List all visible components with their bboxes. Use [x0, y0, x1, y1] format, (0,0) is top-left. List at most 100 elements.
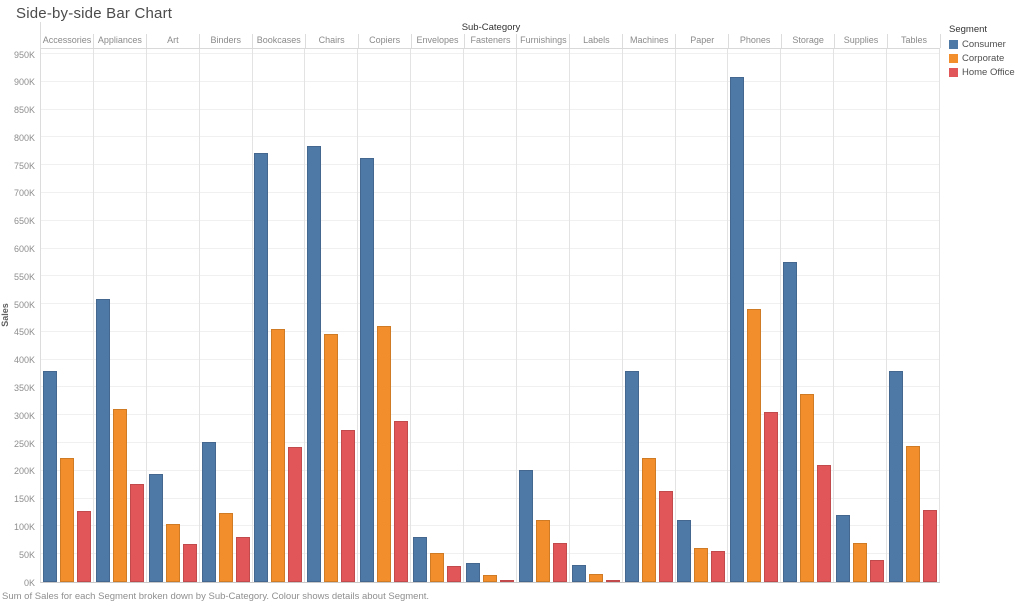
bar-consumer-supplies[interactable]	[836, 515, 851, 582]
bar-consumer-binders[interactable]	[201, 442, 216, 582]
column-header-furnishings[interactable]: Furnishings	[517, 34, 571, 48]
bar-corporate-fasteners[interactable]	[482, 575, 497, 582]
column-header-binders[interactable]: Binders	[200, 34, 253, 48]
y-tick-label-550K: 550K	[13, 271, 35, 282]
panel-labels	[570, 49, 623, 582]
bar-home-office-paper[interactable]	[711, 551, 726, 582]
bar-home-office-furnishings[interactable]	[552, 543, 567, 582]
column-header-accessories[interactable]: Accessories	[41, 34, 94, 48]
bar-home-office-storage[interactable]	[817, 465, 832, 582]
bar-home-office-chairs[interactable]	[341, 430, 356, 582]
legend: Segment Consumer Corporate Home Office	[949, 24, 1023, 81]
bar-home-office-appliances[interactable]	[129, 484, 144, 582]
bar-corporate-appliances[interactable]	[112, 409, 127, 582]
bar-corporate-art[interactable]	[165, 524, 180, 582]
bar-consumer-paper[interactable]	[677, 520, 692, 582]
column-header-art[interactable]: Art	[147, 34, 200, 48]
legend-title: Segment	[949, 24, 988, 35]
bar-corporate-supplies[interactable]	[853, 543, 868, 582]
panel-bookcases	[253, 49, 306, 582]
bar-consumer-accessories[interactable]	[42, 371, 57, 582]
y-tick-label-650K: 650K	[13, 216, 35, 227]
bar-corporate-accessories[interactable]	[59, 458, 74, 582]
chart-title: Side-by-side Bar Chart	[16, 5, 173, 22]
bar-consumer-envelopes[interactable]	[413, 537, 428, 582]
bar-corporate-copiers[interactable]	[377, 326, 392, 582]
bar-home-office-supplies[interactable]	[870, 560, 885, 582]
bar-home-office-machines[interactable]	[658, 491, 673, 582]
legend-item-corporate[interactable]: Corporate	[949, 53, 1023, 64]
gridline-150K	[41, 497, 940, 499]
bar-consumer-appliances[interactable]	[95, 299, 110, 582]
bar-consumer-labels[interactable]	[571, 565, 586, 582]
column-header-supplies[interactable]: Supplies	[835, 34, 888, 48]
gridline-650K	[41, 219, 940, 221]
column-header-paper[interactable]: Paper	[676, 34, 730, 48]
panel-art	[147, 49, 200, 582]
bar-home-office-labels[interactable]	[605, 580, 620, 582]
bar-home-office-art[interactable]	[182, 544, 197, 582]
column-header-envelopes[interactable]: Envelopes	[412, 34, 465, 48]
legend-items: Consumer Corporate Home Office	[949, 39, 1023, 78]
y-tick-label-300K: 300K	[13, 410, 35, 421]
bar-consumer-storage[interactable]	[783, 262, 798, 582]
bar-consumer-chairs[interactable]	[307, 146, 322, 582]
bar-corporate-binders[interactable]	[218, 513, 233, 582]
chart-caption: Sum of Sales for each Segment broken dow…	[2, 591, 430, 602]
column-header-fasteners[interactable]: Fasteners	[465, 34, 518, 48]
panel-chairs	[305, 49, 359, 582]
bar-home-office-phones[interactable]	[764, 412, 779, 582]
y-tick-label-850K: 850K	[13, 105, 35, 116]
column-header-bookcases[interactable]: Bookcases	[253, 34, 306, 48]
panel-supplies	[834, 49, 887, 582]
bar-consumer-tables[interactable]	[888, 371, 903, 582]
column-header-chairs[interactable]: Chairs	[306, 34, 359, 48]
y-tick-label-100K: 100K	[13, 521, 35, 532]
bar-corporate-furnishings[interactable]	[535, 520, 550, 582]
bar-corporate-paper[interactable]	[694, 548, 709, 582]
plot-area	[40, 48, 940, 583]
legend-item-home-office[interactable]: Home Office	[949, 67, 1023, 78]
bar-corporate-chairs[interactable]	[324, 334, 339, 582]
bar-consumer-furnishings[interactable]	[518, 470, 533, 582]
bar-home-office-envelopes[interactable]	[447, 566, 462, 582]
column-header-phones[interactable]: Phones	[729, 34, 783, 48]
x-axis-field-label: Sub-Category	[461, 22, 521, 33]
gridline-300K	[41, 414, 940, 416]
bar-corporate-tables[interactable]	[905, 446, 920, 582]
bar-corporate-labels[interactable]	[588, 574, 603, 582]
bar-home-office-accessories[interactable]	[76, 511, 91, 582]
column-header-copiers[interactable]: Copiers	[359, 34, 412, 48]
gridline-900K	[41, 80, 940, 82]
bar-consumer-copiers[interactable]	[360, 158, 375, 582]
bar-consumer-fasteners[interactable]	[465, 563, 480, 582]
bar-home-office-bookcases[interactable]	[288, 447, 303, 582]
y-tick-label-900K: 900K	[13, 77, 35, 88]
bar-home-office-fasteners[interactable]	[499, 580, 514, 582]
column-header-tables[interactable]: Tables	[888, 34, 941, 48]
y-tick-label-800K: 800K	[13, 132, 35, 143]
bar-consumer-art[interactable]	[148, 474, 163, 582]
bar-corporate-envelopes[interactable]	[430, 553, 445, 582]
column-header-storage[interactable]: Storage	[782, 34, 836, 48]
column-header-machines[interactable]: Machines	[623, 34, 677, 48]
bar-corporate-machines[interactable]	[641, 458, 656, 582]
panel-storage	[781, 49, 835, 582]
bar-corporate-storage[interactable]	[800, 394, 815, 582]
bar-home-office-tables[interactable]	[922, 510, 937, 582]
legend-label: Home Office	[962, 67, 1015, 78]
bar-consumer-machines[interactable]	[624, 371, 639, 582]
panel-envelopes	[411, 49, 464, 582]
legend-item-consumer[interactable]: Consumer	[949, 39, 1023, 50]
bar-home-office-binders[interactable]	[235, 537, 250, 582]
panel-appliances	[94, 49, 147, 582]
bar-home-office-copiers[interactable]	[394, 421, 409, 582]
bar-consumer-bookcases[interactable]	[254, 153, 269, 582]
column-header-appliances[interactable]: Appliances	[94, 34, 147, 48]
gridline-250K	[41, 442, 940, 444]
column-header-labels[interactable]: Labels	[570, 34, 624, 48]
bar-consumer-phones[interactable]	[730, 77, 745, 582]
bar-corporate-bookcases[interactable]	[271, 329, 286, 582]
bar-corporate-phones[interactable]	[747, 309, 762, 582]
